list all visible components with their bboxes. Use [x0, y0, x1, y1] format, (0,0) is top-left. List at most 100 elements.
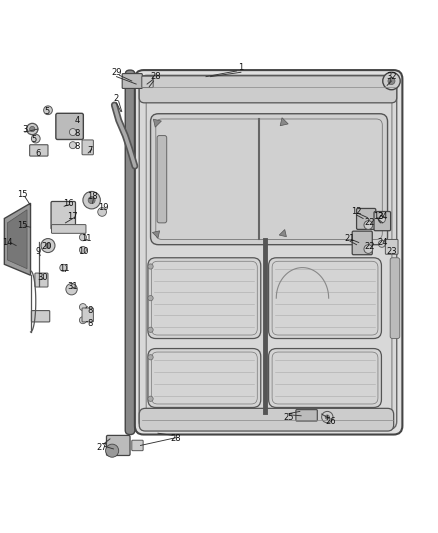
FancyBboxPatch shape [352, 231, 372, 255]
Circle shape [364, 245, 373, 253]
Circle shape [60, 264, 67, 271]
Circle shape [383, 72, 400, 90]
Text: 3: 3 [22, 125, 28, 134]
Text: 32: 32 [386, 72, 397, 81]
Circle shape [325, 415, 329, 419]
FancyBboxPatch shape [132, 440, 143, 451]
Text: 14: 14 [2, 238, 13, 247]
Circle shape [79, 234, 86, 241]
Polygon shape [279, 230, 286, 237]
Text: 5: 5 [44, 107, 49, 116]
Text: 18: 18 [87, 192, 98, 201]
Circle shape [79, 246, 86, 253]
Text: 1: 1 [238, 63, 244, 72]
Text: 16: 16 [63, 199, 74, 208]
Text: 20: 20 [42, 243, 52, 252]
FancyBboxPatch shape [122, 74, 142, 88]
Polygon shape [7, 210, 27, 269]
FancyBboxPatch shape [390, 258, 400, 338]
Text: 11: 11 [81, 233, 91, 243]
Text: 29: 29 [111, 68, 122, 77]
Circle shape [148, 295, 153, 301]
Circle shape [321, 411, 333, 423]
FancyBboxPatch shape [35, 273, 48, 287]
FancyBboxPatch shape [139, 408, 394, 431]
Circle shape [79, 317, 86, 324]
FancyBboxPatch shape [139, 75, 397, 429]
Circle shape [44, 106, 53, 115]
FancyBboxPatch shape [135, 70, 403, 434]
Circle shape [88, 197, 95, 204]
FancyBboxPatch shape [56, 114, 83, 140]
Text: 25: 25 [284, 413, 294, 422]
Text: 11: 11 [59, 264, 69, 273]
Circle shape [46, 243, 51, 248]
Circle shape [364, 221, 373, 229]
Text: 8: 8 [88, 305, 93, 314]
Circle shape [69, 128, 76, 135]
FancyBboxPatch shape [125, 70, 135, 434]
FancyBboxPatch shape [151, 114, 388, 245]
FancyBboxPatch shape [106, 435, 130, 456]
FancyBboxPatch shape [148, 258, 261, 338]
FancyBboxPatch shape [32, 311, 50, 322]
FancyBboxPatch shape [139, 76, 397, 103]
Text: 4: 4 [74, 116, 80, 125]
Text: 13: 13 [373, 212, 384, 221]
Circle shape [378, 216, 385, 223]
Text: 19: 19 [98, 203, 109, 212]
Polygon shape [4, 203, 31, 275]
Circle shape [388, 77, 395, 85]
Text: 24: 24 [378, 212, 388, 221]
Text: 8: 8 [88, 319, 93, 328]
Text: 31: 31 [67, 281, 78, 290]
FancyBboxPatch shape [268, 349, 381, 407]
Text: 5: 5 [31, 135, 36, 144]
Text: 15: 15 [18, 221, 28, 230]
Circle shape [98, 207, 106, 216]
Polygon shape [153, 119, 161, 127]
Circle shape [66, 284, 77, 295]
FancyBboxPatch shape [268, 258, 381, 338]
FancyBboxPatch shape [357, 208, 376, 229]
Circle shape [83, 191, 100, 209]
Circle shape [106, 444, 119, 457]
Circle shape [148, 354, 153, 360]
Text: 21: 21 [345, 233, 355, 243]
Circle shape [69, 142, 76, 149]
Text: 2: 2 [114, 94, 119, 103]
Text: 27: 27 [96, 443, 106, 452]
Text: 8: 8 [74, 129, 80, 138]
FancyBboxPatch shape [51, 201, 75, 229]
Text: 26: 26 [325, 417, 336, 426]
FancyBboxPatch shape [52, 224, 86, 233]
Text: 9: 9 [35, 247, 41, 256]
Polygon shape [280, 118, 288, 126]
Circle shape [148, 396, 153, 401]
FancyBboxPatch shape [142, 76, 153, 87]
Text: 17: 17 [67, 212, 78, 221]
FancyBboxPatch shape [296, 410, 317, 421]
Text: 6: 6 [35, 149, 41, 158]
Polygon shape [152, 231, 159, 238]
Circle shape [148, 327, 153, 333]
Circle shape [30, 126, 35, 132]
FancyBboxPatch shape [374, 212, 391, 231]
Text: 30: 30 [37, 273, 48, 282]
Circle shape [27, 123, 38, 135]
Circle shape [79, 304, 86, 311]
Text: 28: 28 [151, 72, 161, 81]
Text: 28: 28 [170, 434, 181, 443]
FancyBboxPatch shape [385, 239, 398, 254]
Text: 12: 12 [351, 207, 362, 216]
Text: 22: 22 [364, 219, 375, 228]
FancyBboxPatch shape [148, 349, 261, 407]
Text: 7: 7 [88, 147, 93, 155]
FancyBboxPatch shape [82, 308, 93, 322]
Text: 22: 22 [364, 243, 375, 252]
Circle shape [32, 134, 40, 143]
Text: 23: 23 [386, 247, 397, 256]
Text: 24: 24 [378, 238, 388, 247]
Text: 15: 15 [18, 190, 28, 199]
FancyBboxPatch shape [30, 145, 48, 156]
